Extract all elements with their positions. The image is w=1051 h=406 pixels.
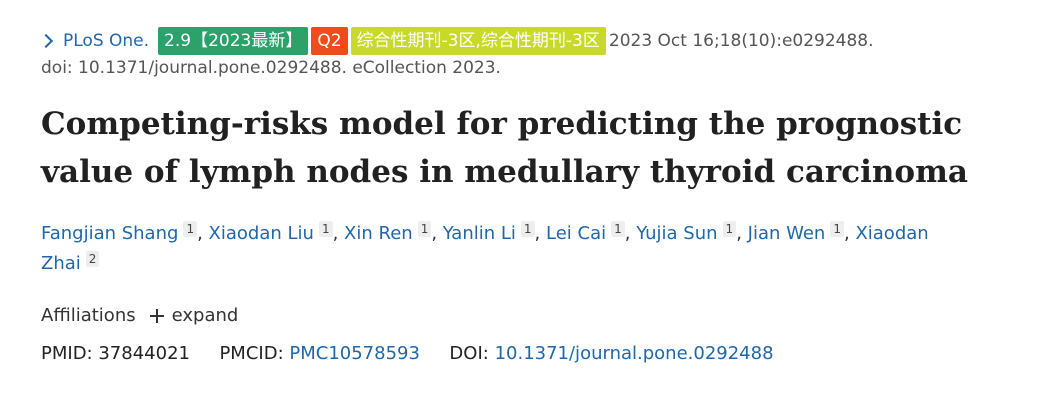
author-link[interactable]: Fangjian Shang <box>41 223 179 244</box>
pmcid-label: PMCID: <box>219 343 284 364</box>
author-separator: , <box>197 223 209 244</box>
author-item: Xiaodan Zhai 2 <box>41 223 929 274</box>
doi-label: DOI: <box>449 343 489 364</box>
author-link[interactable]: Yanlin Li <box>442 223 516 244</box>
author-item: Xiaodan Liu 1, <box>208 221 345 244</box>
affiliation-number[interactable]: 1 <box>611 221 625 237</box>
author-link[interactable]: Xiaodan Liu <box>208 223 314 244</box>
affiliations-expand-button[interactable]: expand <box>171 305 239 326</box>
affiliation-number[interactable]: 1 <box>417 221 432 237</box>
publication-date: 2023 Oct 16;18(10):e0292488. <box>608 31 874 51</box>
author-item: Lei Cai 1, <box>546 221 637 244</box>
pmcid-link[interactable]: PMC10578593 <box>289 343 420 364</box>
doi-ecollection-line: doi: 10.1371/journal.pone.0292488. eColl… <box>41 58 501 78</box>
author-item: Xin Ren 1, <box>344 221 443 244</box>
author-separator: , <box>624 223 637 244</box>
author-item: Fangjian Shang 1, <box>41 221 209 244</box>
article-header: PLoS One. 2.9【2023最新】 Q2 综合性期刊-3区,综合性期刊-… <box>38 26 1041 369</box>
author-separator: , <box>736 223 748 244</box>
journal-link[interactable]: PLoS One. <box>38 26 150 56</box>
author-separator: , <box>431 223 443 244</box>
author-item: Yanlin Li 1, <box>442 221 546 244</box>
author-link[interactable]: Yujia Sun <box>636 223 718 244</box>
author-item: Yujia Sun 1, <box>636 221 748 244</box>
affiliation-number[interactable]: 2 <box>85 251 100 267</box>
author-link[interactable]: Xin Ren <box>344 223 413 244</box>
impact-factor-badge: 2.9【2023最新】 <box>158 27 309 55</box>
author-separator: , <box>843 223 856 244</box>
affiliations-row: Affiliations expand <box>41 301 1041 331</box>
pmid-label: PMID: <box>41 343 93 364</box>
zone-badge: 综合性期刊-3区,综合性期刊-3区 <box>350 27 606 55</box>
author-link[interactable]: Lei Cai <box>546 223 607 244</box>
identifiers-row: PMID: 37844021 PMCID: PMC10578593 DOI: 1… <box>41 339 1041 369</box>
affiliation-number[interactable]: 1 <box>722 221 737 237</box>
pmid-value: 37844021 <box>98 343 190 364</box>
affiliation-number[interactable]: 1 <box>830 221 844 237</box>
author-item: Jian Wen 1, <box>747 221 856 244</box>
affiliations-label: Affiliations <box>41 305 136 326</box>
affiliation-number[interactable]: 1 <box>318 221 333 237</box>
quartile-badge: Q2 <box>311 27 348 55</box>
affiliation-number[interactable]: 1 <box>520 221 535 237</box>
author-list: Fangjian Shang 1, Xiaodan Liu 1, Xin Ren 1,… <box>41 219 941 279</box>
affiliation-number[interactable]: 1 <box>183 221 198 237</box>
author-separator: , <box>332 223 345 244</box>
article-title: Competing-risks model for predicting the… <box>41 106 968 190</box>
doi-link[interactable]: 10.1371/journal.pone.0292488 <box>494 343 774 364</box>
journal-name: PLoS One. <box>63 31 150 51</box>
author-link[interactable]: Xiaodan Zhai <box>41 223 929 274</box>
citation-line: PLoS One. 2.9【2023最新】 Q2 综合性期刊-3区,综合性期刊-… <box>38 26 1041 56</box>
author-link[interactable]: Jian Wen <box>747 223 826 244</box>
author-separator: , <box>534 223 546 244</box>
plus-icon[interactable] <box>149 309 164 323</box>
chevron-right-icon <box>38 33 54 49</box>
